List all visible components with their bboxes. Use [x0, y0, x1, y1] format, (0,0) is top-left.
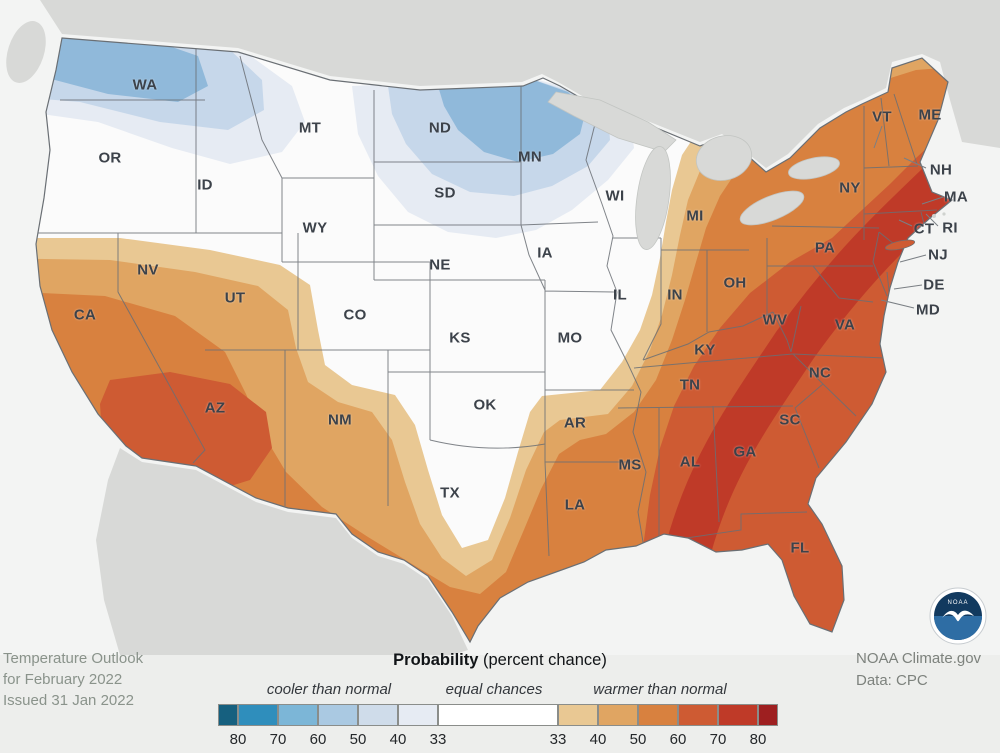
state-borders	[36, 40, 938, 557]
legend-cell-7	[558, 704, 598, 726]
caption-line-2: for February 2022	[3, 671, 123, 688]
caption-line-3: Issued 31 Jan 2022	[3, 692, 134, 709]
legend-tick-4: 40	[389, 731, 407, 748]
caption-line-1: Temperature Outlook	[3, 650, 144, 667]
legend-label-warmer: warmer than normal	[593, 681, 727, 698]
legend-cell-6	[438, 704, 558, 726]
legend-tick-2: 60	[309, 731, 327, 748]
source-line-2: Data: CPC	[856, 672, 928, 689]
legend-cell-12	[758, 704, 778, 726]
legend-tick-9: 60	[669, 731, 687, 748]
long-island	[884, 239, 916, 251]
noaa-logo: NOAA	[929, 587, 987, 645]
cool-50-band-plains	[438, 78, 586, 162]
legend-title-bold: Probability	[393, 651, 479, 669]
legend-tick-3: 50	[349, 731, 367, 748]
legend-label-equal: equal chances	[445, 681, 543, 698]
lake-ontario	[788, 156, 840, 180]
island-marthas-vineyard	[932, 214, 936, 218]
legend-tick-1: 70	[269, 731, 287, 748]
legend-label-cooler: cooler than normal	[266, 681, 392, 698]
noaa-seagull-icon	[942, 610, 974, 622]
legend-colorbar: 80 70 60 50 40 33 33 40 50 60 70 80	[218, 704, 778, 748]
noaa-logo-lower-hemisphere	[934, 616, 982, 640]
lake-erie	[739, 190, 805, 226]
legend-tick-11: 80	[749, 731, 767, 748]
vancouver-island	[6, 21, 46, 83]
legend-tick-10: 70	[709, 731, 727, 748]
small-state-leader-lines	[873, 125, 944, 309]
legend-cell-5	[398, 704, 438, 726]
warm-70-band	[657, 137, 952, 608]
legend-cell-10	[678, 704, 718, 726]
source-line-1: NOAA Climate.gov	[856, 650, 982, 667]
legend-title-rest: (percent chance)	[478, 651, 607, 669]
lake-michigan	[635, 146, 671, 250]
legend-cell-11	[718, 704, 758, 726]
legend-cell-9	[638, 704, 678, 726]
great-lakes	[547, 91, 840, 250]
temperature-outlook-map: NOAA	[6, 0, 1000, 655]
source-caption: NOAA Climate.gov Data: CPC	[856, 648, 981, 692]
legend-title: Probability (percent chance)	[290, 651, 710, 670]
legend-cell-8	[598, 704, 638, 726]
legend-tick-0: 80	[229, 731, 247, 748]
canada-landmass	[40, 0, 1000, 168]
legend-cell-2	[278, 704, 318, 726]
mexico-landmass	[96, 448, 468, 655]
noaa-logo-text: NOAA	[947, 600, 968, 606]
lake-huron	[695, 135, 753, 181]
legend-tick-5: 33	[429, 731, 447, 748]
legend-cell-1	[238, 704, 278, 726]
legend-cell-0	[218, 704, 238, 726]
island-nantucket	[942, 212, 946, 216]
legend-tick-8: 50	[629, 731, 647, 748]
legend-cell-3	[318, 704, 358, 726]
legend-tick-6: 33	[549, 731, 567, 748]
legend-tick-7: 40	[589, 731, 607, 748]
legend-cell-4	[358, 704, 398, 726]
outlook-caption: Temperature Outlook for February 2022 Is…	[3, 648, 143, 711]
